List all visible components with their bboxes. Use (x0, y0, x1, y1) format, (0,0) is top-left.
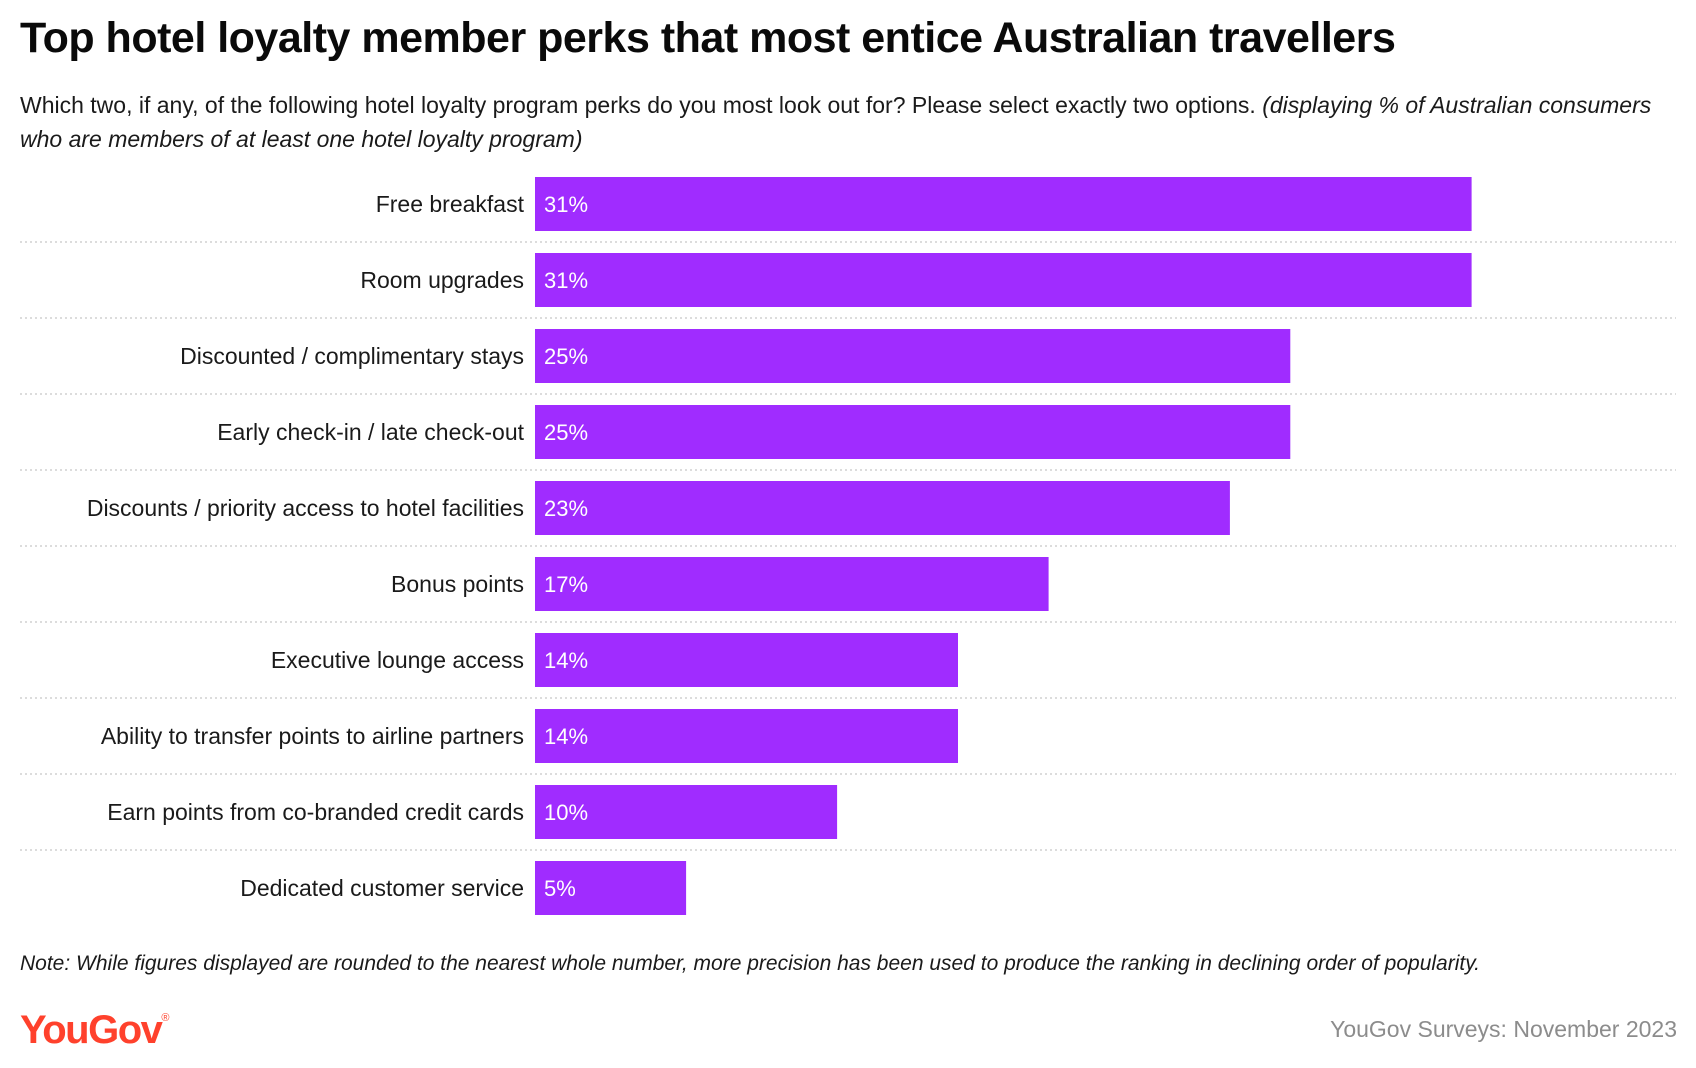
category-label: Executive lounge access (271, 647, 524, 673)
value-label: 31% (544, 268, 588, 293)
value-label: 14% (544, 724, 588, 749)
chart-title: Top hotel loyalty member perks that most… (20, 14, 1396, 62)
source-text: YouGov Surveys: November 2023 (1330, 1016, 1677, 1042)
chart-subtitle: Which two, if any, of the following hote… (20, 88, 1660, 156)
chart-note: Note: While figures displayed are rounde… (20, 952, 1480, 975)
category-label: Bonus points (391, 571, 524, 597)
bar (535, 709, 958, 763)
category-label: Ability to transfer points to airline pa… (101, 723, 524, 749)
bar (535, 557, 1049, 611)
value-label: 17% (544, 572, 588, 597)
category-label: Room upgrades (360, 267, 524, 293)
value-label: 25% (544, 344, 588, 369)
bar (535, 785, 838, 839)
value-label: 31% (544, 192, 588, 217)
value-label: 23% (544, 496, 588, 521)
category-label: Discounts / priority access to hotel fac… (87, 495, 524, 521)
category-label: Dedicated customer service (240, 875, 524, 901)
survey-qualifier: (displaying % of Australian consumers wh… (20, 92, 1652, 152)
category-label: Discounted / complimentary stays (180, 343, 524, 369)
bar (535, 253, 1472, 307)
value-label: 5% (544, 876, 576, 901)
bar (535, 481, 1230, 535)
bar (535, 633, 958, 687)
bar (535, 177, 1472, 231)
value-label: 25% (544, 420, 588, 445)
value-label: 10% (544, 800, 588, 825)
survey-question: Which two, if any, of the following hote… (20, 92, 1256, 118)
bar (535, 405, 1291, 459)
bar (535, 861, 687, 915)
category-label: Earn points from co-branded credit cards (107, 799, 524, 825)
bar (535, 329, 1291, 383)
value-label: 14% (544, 648, 588, 673)
bar-chart: Free breakfast 31% Room upgrades 31% Discoun… (20, 177, 1676, 915)
category-label: Free breakfast (376, 191, 525, 217)
category-label: Early check-in / late check-out (217, 419, 524, 445)
yougov-logo: YouGov® (20, 1008, 170, 1052)
